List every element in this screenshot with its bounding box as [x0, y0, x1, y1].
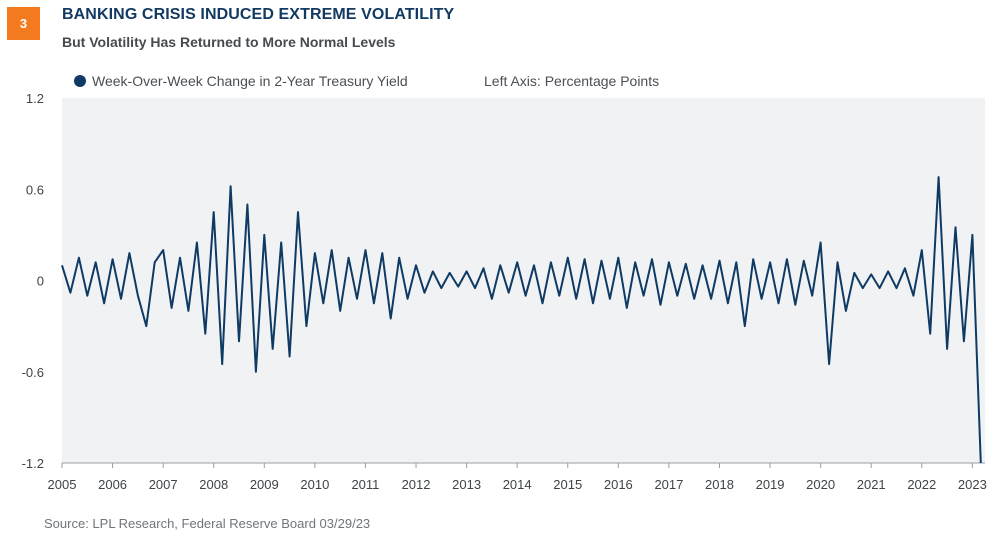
- x-tick-label: 2007: [149, 477, 178, 492]
- x-tick-label: 2016: [604, 477, 633, 492]
- legend-marker-icon: [74, 75, 86, 87]
- y-tick-label: 0: [37, 274, 44, 289]
- x-tick-label: 2022: [907, 477, 936, 492]
- y-tick-label: -0.6: [22, 365, 44, 380]
- y-tick-label: 0.6: [26, 182, 44, 197]
- x-tick-label: 2018: [705, 477, 734, 492]
- chart-title: BANKING CRISIS INDUCED EXTREME VOLATILIT…: [62, 6, 455, 23]
- x-tick-label: 2006: [98, 477, 127, 492]
- y-tick-label: 1.2: [26, 91, 44, 106]
- axis-note: Left Axis: Percentage Points: [484, 73, 660, 89]
- plot-area: [62, 98, 985, 463]
- series-layer: [61, 176, 982, 464]
- figure-number-badge: 3: [7, 7, 40, 40]
- x-tick-label: 2017: [654, 477, 683, 492]
- legend-series-label: Week-Over-Week Change in 2-Year Treasury…: [92, 73, 408, 89]
- x-tick-label: 2020: [806, 477, 835, 492]
- x-tick-label: 2021: [857, 477, 886, 492]
- x-axis: 2005 2006 2007 2008 2009 2010 2011 2012 2013 2014…: [48, 462, 987, 492]
- source-note: Source: LPL Research, Federal Reserve Bo…: [44, 516, 371, 531]
- y-tick-label: -1.2: [22, 456, 44, 471]
- x-tick-label: 2008: [199, 477, 228, 492]
- x-tick-label: 2019: [756, 477, 785, 492]
- x-tick-label: 2010: [300, 477, 329, 492]
- y-axis: 1.2 0.6 0 -0.6 -1.2: [22, 91, 44, 471]
- legend: Week-Over-Week Change in 2-Year Treasury…: [74, 73, 408, 89]
- x-tick-label: 2014: [503, 477, 532, 492]
- series-line-2yr-yield-change: [61, 176, 982, 464]
- x-tick-label: 2009: [250, 477, 279, 492]
- x-tick-label: 2023: [958, 477, 987, 492]
- x-tick-label: 2015: [553, 477, 582, 492]
- x-tick-label: 2011: [351, 477, 379, 492]
- chart-subtitle: But Volatility Has Returned to More Norm…: [62, 34, 396, 50]
- x-tick-label: 2005: [48, 477, 77, 492]
- x-tick-label: 2013: [452, 477, 481, 492]
- x-tick-label: 2012: [402, 477, 431, 492]
